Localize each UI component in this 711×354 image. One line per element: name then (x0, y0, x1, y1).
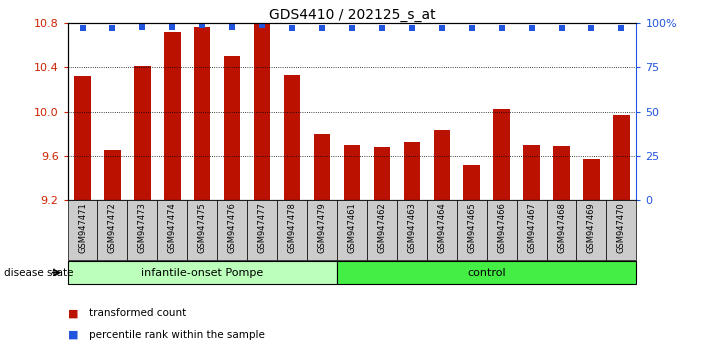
Bar (343, 145, 360, 200)
Bar (577, 200, 606, 260)
Point (586, 25, 597, 31)
Bar (427, 200, 456, 260)
Text: GSM947473: GSM947473 (138, 202, 147, 253)
Bar (523, 145, 540, 200)
Point (496, 25, 508, 31)
Text: GSM947478: GSM947478 (287, 202, 296, 253)
Text: disease state: disease state (4, 268, 73, 278)
Bar (68, 261, 337, 285)
Point (257, 22, 268, 28)
Text: GSM947472: GSM947472 (108, 202, 117, 252)
Point (466, 25, 477, 31)
Bar (583, 159, 599, 200)
Bar (97, 200, 127, 260)
Bar (157, 200, 187, 260)
Text: GSM947461: GSM947461 (348, 202, 356, 252)
Bar (127, 200, 157, 260)
Bar (374, 147, 390, 200)
Bar (74, 76, 91, 200)
Text: GSM947474: GSM947474 (168, 202, 177, 252)
Text: GSM947468: GSM947468 (557, 202, 566, 253)
Bar (284, 75, 300, 200)
Bar (247, 200, 277, 260)
Point (616, 25, 627, 31)
Bar (486, 200, 517, 260)
Point (166, 24, 178, 29)
Bar (224, 56, 240, 200)
Bar (307, 200, 337, 260)
Bar (277, 200, 307, 260)
Text: GSM947476: GSM947476 (228, 202, 237, 253)
Bar (134, 66, 151, 200)
Bar (337, 200, 367, 260)
Bar (547, 200, 577, 260)
Bar (164, 32, 181, 200)
Text: ■: ■ (68, 330, 78, 339)
Point (346, 25, 358, 31)
Point (77, 25, 88, 31)
Point (287, 25, 298, 31)
Text: GSM947470: GSM947470 (617, 202, 626, 252)
Text: GSM947464: GSM947464 (437, 202, 447, 252)
Bar (105, 150, 121, 200)
Bar (68, 200, 97, 260)
Bar (194, 28, 210, 200)
Point (107, 25, 118, 31)
Text: GSM947477: GSM947477 (257, 202, 267, 253)
Bar (218, 200, 247, 260)
Bar (553, 146, 570, 200)
Text: GSM947465: GSM947465 (467, 202, 476, 252)
Text: percentile rank within the sample: percentile rank within the sample (89, 330, 264, 339)
Bar (493, 109, 510, 200)
Text: GSM947467: GSM947467 (527, 202, 536, 253)
Point (436, 25, 447, 31)
Text: control: control (467, 268, 506, 278)
Point (316, 25, 328, 31)
Point (526, 25, 538, 31)
Bar (367, 200, 397, 260)
Point (406, 25, 417, 31)
Text: GSM947479: GSM947479 (318, 202, 326, 252)
Point (227, 24, 238, 29)
Bar (613, 115, 630, 200)
Bar (434, 130, 450, 200)
Bar (517, 200, 547, 260)
Bar (187, 200, 218, 260)
Point (137, 24, 148, 29)
Bar (404, 143, 420, 200)
Text: GSM947462: GSM947462 (378, 202, 386, 252)
Text: GSM947475: GSM947475 (198, 202, 207, 252)
Point (196, 22, 208, 28)
Text: GSM947463: GSM947463 (407, 202, 417, 253)
Text: GSM947469: GSM947469 (587, 202, 596, 252)
Text: infantile-onset Pompe: infantile-onset Pompe (141, 268, 263, 278)
Bar (464, 165, 480, 200)
Point (376, 25, 387, 31)
Text: ■: ■ (68, 308, 78, 318)
Bar (337, 261, 636, 285)
Bar (606, 200, 636, 260)
Bar (456, 200, 486, 260)
Text: GSM947471: GSM947471 (78, 202, 87, 252)
Text: GSM947466: GSM947466 (497, 202, 506, 253)
Bar (254, 24, 270, 200)
Bar (314, 133, 330, 200)
Title: GDS4410 / 202125_s_at: GDS4410 / 202125_s_at (269, 8, 435, 22)
Text: transformed count: transformed count (89, 308, 186, 318)
Bar (397, 200, 427, 260)
Point (556, 25, 567, 31)
